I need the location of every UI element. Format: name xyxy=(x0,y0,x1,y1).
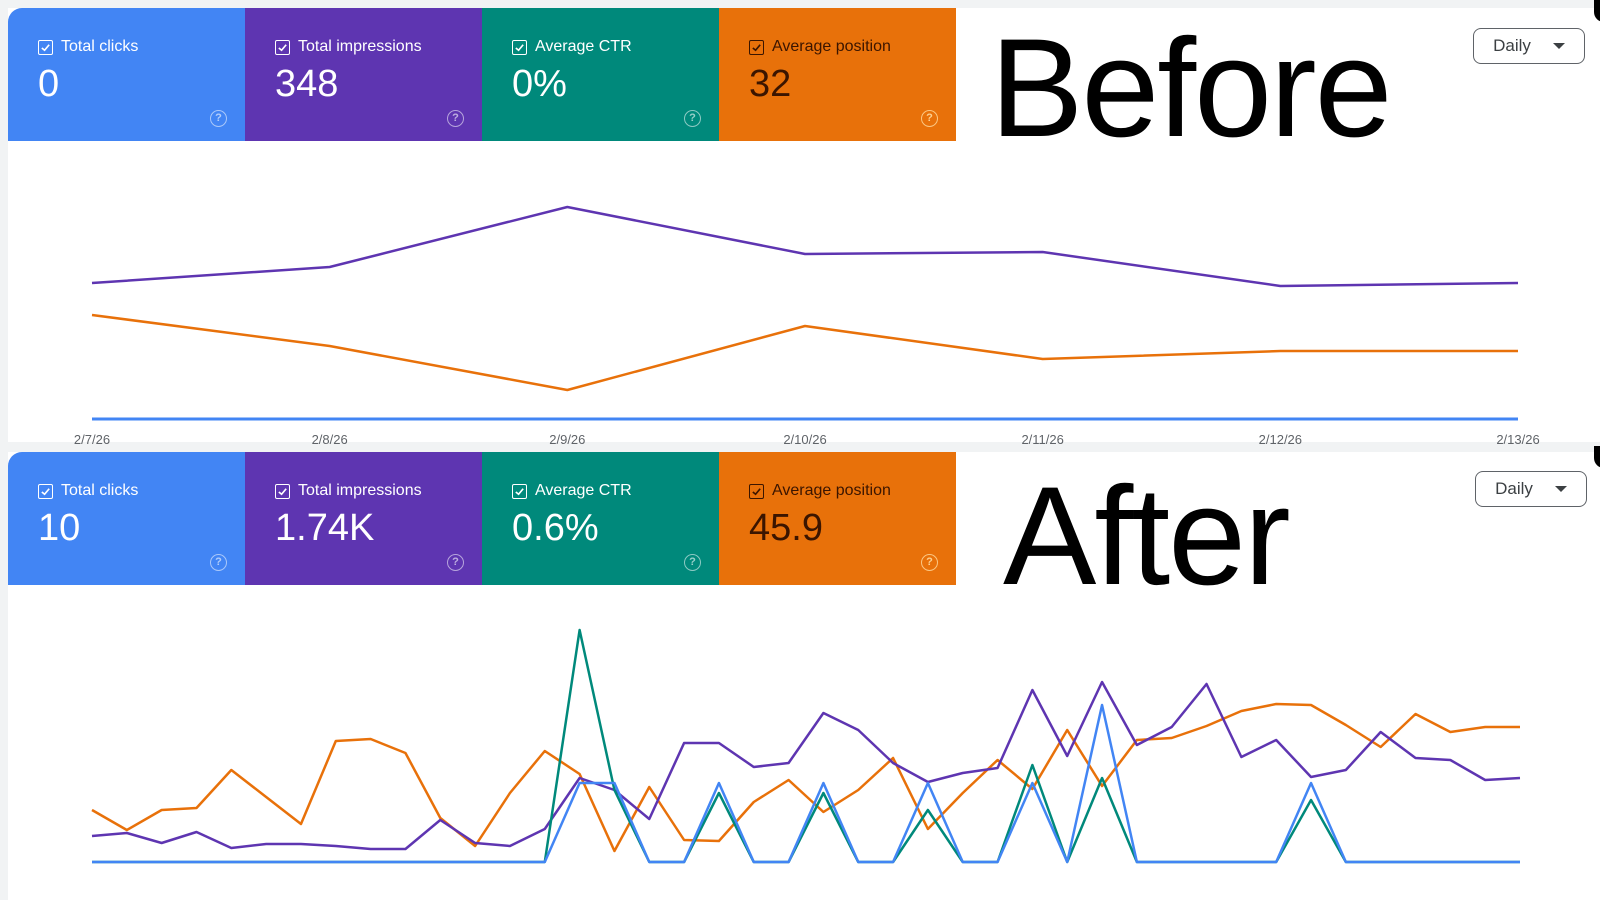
help-icon[interactable]: ? xyxy=(210,110,227,127)
x-axis-label: 2/7/26 xyxy=(73,432,111,447)
after-line-chart xyxy=(91,628,1521,864)
checkbox-icon[interactable] xyxy=(275,39,290,55)
after-label: After xyxy=(1003,457,1291,614)
x-axis-label: 2/13/26 xyxy=(1496,432,1540,447)
metric-value: 0% xyxy=(512,63,567,105)
metric-label: Average position xyxy=(772,482,891,499)
series-line xyxy=(91,680,1521,851)
metric-value: 45.9 xyxy=(749,507,823,549)
series-line xyxy=(91,702,1520,853)
checkbox-icon[interactable] xyxy=(749,39,764,55)
help-icon[interactable]: ? xyxy=(684,554,701,571)
metric-label: Total impressions xyxy=(298,38,422,55)
x-axis-label: 2/8/26 xyxy=(311,432,348,447)
metric-label: Average position xyxy=(772,38,891,55)
series-line xyxy=(91,313,1518,392)
help-icon[interactable]: ? xyxy=(210,554,227,571)
x-axis-label: 2/11/26 xyxy=(1021,432,1064,447)
before-metrics: Total clicks 0 ? Total impressions 348 ?… xyxy=(8,8,956,141)
metric-average-position[interactable]: Average position 32 ? xyxy=(719,8,956,141)
series-line xyxy=(92,628,1520,864)
metric-label: Total clicks xyxy=(61,38,139,55)
metric-value: 10 xyxy=(38,507,81,549)
metric-label: Average CTR xyxy=(535,482,632,499)
edge-shape xyxy=(1594,0,1600,22)
checkbox-icon[interactable] xyxy=(512,39,527,55)
dropdown-value: Daily xyxy=(1495,479,1533,498)
before-panel: Total clicks 0 ? Total impressions 348 ?… xyxy=(0,0,1600,447)
series-line xyxy=(91,205,1519,288)
checkbox-icon[interactable] xyxy=(749,483,764,499)
metric-label: Total impressions xyxy=(298,482,422,499)
help-icon[interactable]: ? xyxy=(447,554,464,571)
metric-value: 0 xyxy=(38,63,60,105)
caret-down-icon xyxy=(1554,486,1567,492)
metric-value: 1.74K xyxy=(275,507,375,549)
granularity-dropdown[interactable]: Daily xyxy=(1473,28,1585,64)
metric-label: Average CTR xyxy=(535,38,632,55)
dropdown-value: Daily xyxy=(1493,36,1531,55)
metric-value: 32 xyxy=(749,63,792,105)
metric-total-impressions[interactable]: Total impressions 348 ? xyxy=(245,8,482,141)
metric-total-clicks[interactable]: Total clicks 10 ? xyxy=(8,452,245,585)
before-label: Before xyxy=(990,9,1392,166)
metric-value: 348 xyxy=(275,63,339,105)
series-line xyxy=(92,703,1520,864)
checkbox-icon[interactable] xyxy=(38,483,53,499)
edge-shape xyxy=(1594,446,1600,468)
metric-value: 0.6% xyxy=(512,507,599,549)
before-card: Total clicks 0 ? Total impressions 348 ?… xyxy=(8,8,1600,442)
caret-down-icon xyxy=(1552,43,1565,49)
metric-total-impressions[interactable]: Total impressions 1.74K ? xyxy=(245,452,482,585)
checkbox-icon[interactable] xyxy=(38,39,53,55)
metric-average-ctr[interactable]: Average CTR 0% ? xyxy=(482,8,719,141)
metric-label: Total clicks xyxy=(61,482,139,499)
metric-total-clicks[interactable]: Total clicks 0 ? xyxy=(8,8,245,141)
metric-average-position[interactable]: Average position 45.9 ? xyxy=(719,452,956,585)
help-icon[interactable]: ? xyxy=(684,110,701,127)
before-line-chart xyxy=(91,205,1519,421)
granularity-dropdown[interactable]: Daily xyxy=(1475,471,1587,507)
after-panel: Total clicks 10 ? Total impressions 1.74… xyxy=(0,446,1600,900)
x-axis-label: 2/12/26 xyxy=(1258,432,1303,447)
checkbox-icon[interactable] xyxy=(275,483,290,499)
help-icon[interactable]: ? xyxy=(447,110,464,127)
checkbox-icon[interactable] xyxy=(512,483,527,499)
x-axis-label: 2/9/26 xyxy=(549,432,586,447)
x-axis-label: 2/10/26 xyxy=(783,432,827,447)
metric-average-ctr[interactable]: Average CTR 0.6% ? xyxy=(482,452,719,585)
help-icon[interactable]: ? xyxy=(921,110,938,127)
after-metrics: Total clicks 10 ? Total impressions 1.74… xyxy=(8,452,956,585)
help-icon[interactable]: ? xyxy=(921,554,938,571)
